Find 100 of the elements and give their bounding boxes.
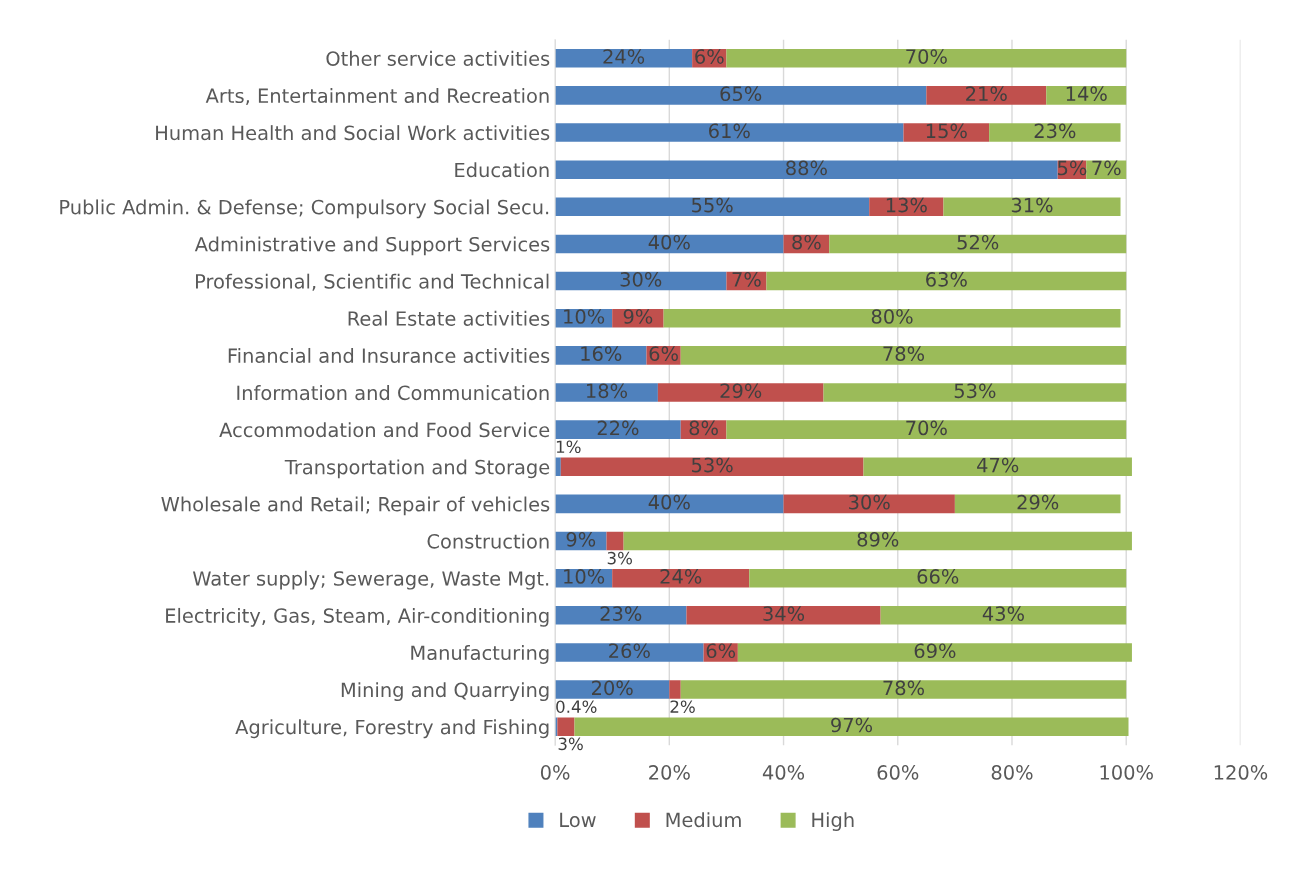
data-label: 24%	[603, 49, 645, 64]
bar	[766, 271, 1127, 291]
data-label: 29%	[720, 383, 762, 399]
data-label: 29%	[1017, 494, 1059, 510]
data-label: 69%	[914, 643, 956, 659]
bar	[926, 86, 1047, 105]
bar	[954, 494, 1121, 514]
data-label: 18%	[587, 383, 628, 399]
data-label: 9%	[623, 309, 653, 324]
bar	[880, 606, 1127, 625]
bar	[863, 457, 1132, 477]
y-tick-label: Wholesale and Retail; Repair of vehicles	[161, 496, 550, 516]
data-label: 9%	[566, 531, 596, 547]
bar	[680, 346, 1127, 365]
bar	[555, 86, 927, 105]
x-tick-label: 80%	[991, 765, 1033, 780]
data-label: 14%	[1066, 86, 1107, 102]
data-label: 16%	[581, 346, 622, 361]
x-tick-label: 0%	[540, 765, 570, 780]
y-tick-label: Accommodation and Food Service	[219, 422, 550, 438]
data-label: 63%	[926, 272, 967, 287]
y-tick-label: Construction	[427, 533, 549, 549]
data-label: 0.4%	[556, 700, 597, 713]
bar	[555, 48, 693, 68]
data-label: 3%	[558, 737, 583, 751]
y-tick-label: Transportation and Storage	[284, 459, 550, 479]
data-label: 97%	[831, 717, 873, 733]
y-tick-label: Arts, Entertainment and Recreation	[205, 88, 549, 106]
data-label: 22%	[597, 420, 639, 436]
data-label: 53%	[692, 457, 733, 473]
data-label: 55%	[692, 197, 733, 213]
data-label: 88%	[786, 160, 827, 176]
x-tick-label: 60%	[877, 765, 919, 780]
x-tick-label: 40%	[762, 765, 805, 780]
data-label: 1%	[556, 440, 581, 454]
y-tick-label: Professional, Scientific and Technical	[196, 273, 549, 291]
bar	[989, 123, 1121, 142]
bar	[555, 234, 784, 254]
data-label: 6%	[695, 49, 724, 64]
data-label: 66%	[917, 569, 959, 584]
bar	[657, 383, 824, 402]
bar	[555, 271, 727, 291]
data-label: 89%	[857, 531, 899, 547]
bar	[823, 383, 1127, 402]
bar	[555, 643, 704, 662]
legend-label: Low	[560, 812, 596, 828]
bar	[555, 680, 670, 699]
data-label: 47%	[977, 457, 1019, 473]
data-label: 70%	[906, 49, 947, 64]
bar	[555, 346, 647, 365]
data-label: 8%	[792, 234, 821, 250]
data-label: 7%	[732, 272, 761, 287]
data-label: 40%	[648, 234, 690, 250]
data-label: 10%	[564, 309, 605, 324]
data-label: 40%	[648, 494, 690, 510]
bar	[555, 160, 1058, 179]
data-label: 20%	[592, 680, 633, 696]
data-label: 31%	[1011, 197, 1053, 213]
legend-label: High	[812, 812, 854, 831]
y-tick-label: Real Estate activities	[348, 310, 550, 326]
y-tick-label: Agriculture, Forestry and Fishing	[235, 719, 549, 739]
data-label: 30%	[620, 272, 662, 287]
bar	[663, 308, 1121, 328]
bar	[669, 680, 681, 699]
bar	[903, 123, 990, 142]
bar	[555, 420, 681, 439]
data-label: 8%	[689, 420, 718, 436]
data-label: 15%	[926, 123, 967, 139]
bar	[560, 457, 864, 477]
y-tick-label: Water supply; Sewerage, Waste Mgt.	[192, 570, 549, 590]
bar	[557, 717, 575, 737]
data-label: 3%	[607, 551, 632, 565]
data-label: 21%	[966, 86, 1007, 102]
bar	[555, 123, 904, 142]
bar	[574, 717, 1129, 737]
data-label: 6%	[649, 346, 678, 361]
bar	[829, 234, 1127, 254]
bar	[726, 420, 1127, 439]
data-label: 26%	[609, 643, 650, 659]
y-tick-label: Information and Communication	[237, 385, 549, 401]
data-label: 43%	[982, 606, 1024, 621]
x-tick-label: 120%	[1214, 765, 1268, 780]
data-label: 78%	[883, 346, 925, 361]
data-label: 52%	[957, 234, 999, 250]
bar	[612, 568, 750, 588]
bar	[686, 606, 881, 625]
data-label: 61%	[709, 123, 750, 139]
bar	[555, 457, 561, 477]
data-label: 70%	[906, 420, 947, 436]
data-label: 65%	[720, 86, 762, 102]
bar	[749, 568, 1127, 588]
y-tick-label: Electricity, Gas, Steam, Air-conditioning	[166, 607, 549, 627]
bar	[555, 606, 687, 625]
data-label: 13%	[886, 197, 927, 213]
bar	[737, 643, 1132, 662]
bar	[555, 494, 784, 514]
y-tick-label: Manufacturing	[411, 645, 549, 664]
data-label: 10%	[564, 569, 605, 584]
data-label: 6%	[706, 643, 736, 659]
data-label: 30%	[849, 494, 890, 510]
